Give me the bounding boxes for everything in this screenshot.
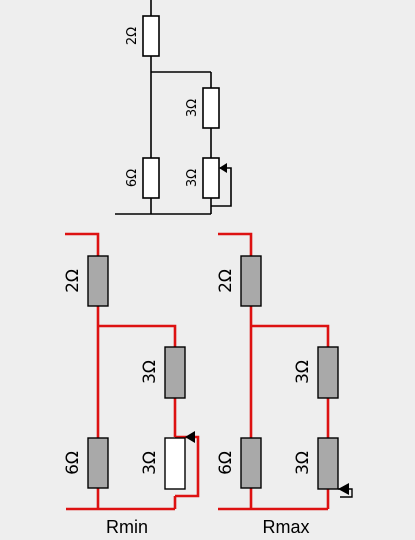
rmax-rheostat-3ohm [317, 437, 339, 490]
rmax-label-3ohm: 3Ω [293, 360, 313, 384]
rmin-label-rheostat: 3Ω [140, 451, 160, 475]
rmin-rheostat-arrow [185, 431, 195, 443]
top-label-3ohm: 3Ω [185, 99, 200, 117]
rmin-label-2ohm: 2Ω [63, 269, 83, 293]
rmax-rheostat-arrow [338, 483, 349, 495]
rmin-label-6ohm: 6Ω [63, 451, 83, 475]
rmin-resistor-6ohm [87, 437, 109, 489]
top-label-2ohm: 2Ω [125, 27, 140, 45]
rmin-caption: Rmin [106, 517, 148, 537]
top-label-rheostat: 3Ω [185, 169, 200, 187]
rmin-label-3ohm: 3Ω [140, 360, 160, 384]
rmin-rheostat-3ohm [164, 437, 186, 490]
rmax-label-rheostat: 3Ω [293, 451, 313, 475]
top-resistor-3ohm [202, 87, 220, 129]
top-resistor-2ohm [142, 15, 160, 57]
rmax-junction-wire [251, 324, 330, 347]
rmin-junction-wire [98, 324, 177, 347]
rmin-circuit [65, 232, 200, 511]
rmax-resistor-6ohm [240, 437, 262, 489]
rmax-resistor-3ohm [317, 346, 339, 399]
rmin-top-wire [65, 232, 100, 256]
top-circuit [115, 0, 232, 215]
rmax-caption: Rmax [262, 517, 309, 537]
rmax-label-6ohm: 6Ω [216, 451, 236, 475]
top-rheostat-3ohm [202, 157, 220, 199]
rmax-top-wire [218, 232, 253, 256]
rmin-resistors [87, 255, 186, 490]
top-rheostat-arrow [219, 163, 227, 173]
rmax-circuit [218, 232, 330, 511]
top-label-6ohm: 6Ω [125, 169, 140, 187]
rmax-resistors [240, 255, 339, 490]
rmax-label-2ohm: 2Ω [216, 269, 236, 293]
rmin-resistor-3ohm [164, 346, 186, 399]
rmax-resistor-2ohm [240, 255, 262, 307]
rmin-resistor-2ohm [87, 255, 109, 307]
top-resistor-6ohm [142, 157, 160, 199]
